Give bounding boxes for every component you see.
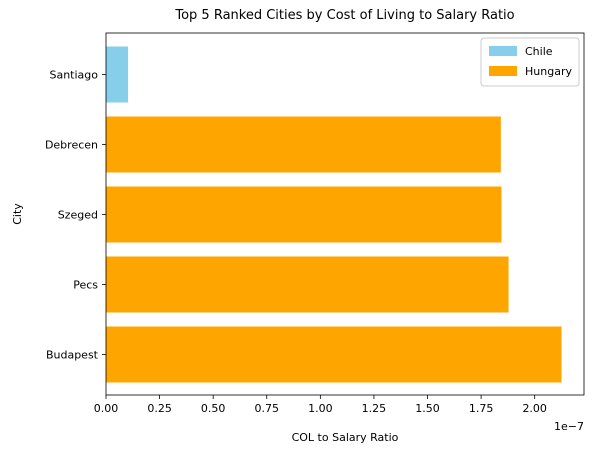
y-tick-label-debrecen: Debrecen	[45, 139, 98, 152]
x-tick-label-7: 1.75	[469, 402, 494, 415]
y-ticks-group: Budapest Pecs Szeged Debrecen Santiago	[45, 69, 106, 362]
legend: Chile Hungary	[480, 37, 580, 87]
legend-label-hungary: Hungary	[525, 65, 572, 78]
plot-frame	[105, 32, 585, 396]
x-tick-label-4: 1.00	[308, 402, 333, 415]
x-tick-label-8: 2.00	[522, 402, 547, 415]
bar-debrecen	[106, 116, 501, 173]
x-tick-label-1: 0.25	[147, 402, 172, 415]
x-tick-label-0: 0.00	[94, 402, 119, 415]
y-tick-label-szeged: Szeged	[58, 209, 98, 222]
x-tick-label-5: 1.25	[362, 402, 387, 415]
y-tick-label-budapest: Budapest	[46, 349, 99, 362]
y-tick-label-pecs: Pecs	[73, 279, 98, 292]
x-axis-label: COL to Salary Ratio	[292, 431, 399, 444]
x-tick-label-6: 1.50	[415, 402, 440, 415]
bar-budapest	[106, 326, 562, 383]
bar-santiago	[106, 46, 129, 103]
chart-title: Top 5 Ranked Cities by Cost of Living to…	[174, 8, 514, 23]
x-tick-label-2: 0.50	[201, 402, 226, 415]
x-tick-label-3: 0.75	[255, 402, 280, 415]
bars-group	[106, 46, 562, 383]
x-ticks-group: 0.00 0.25 0.50 0.75 1.00 1.25 1.50 1.75 2.00	[94, 395, 547, 415]
legend-swatch-hungary	[489, 66, 517, 76]
bar-pecs	[106, 256, 509, 313]
legend-swatch-chile	[489, 46, 517, 56]
y-tick-label-santiago: Santiago	[49, 69, 98, 82]
legend-label-chile: Chile	[525, 45, 553, 58]
bar-szeged	[106, 186, 502, 243]
y-axis-label: City	[11, 203, 24, 225]
x-axis-offset-label: 1e−7	[554, 420, 584, 433]
